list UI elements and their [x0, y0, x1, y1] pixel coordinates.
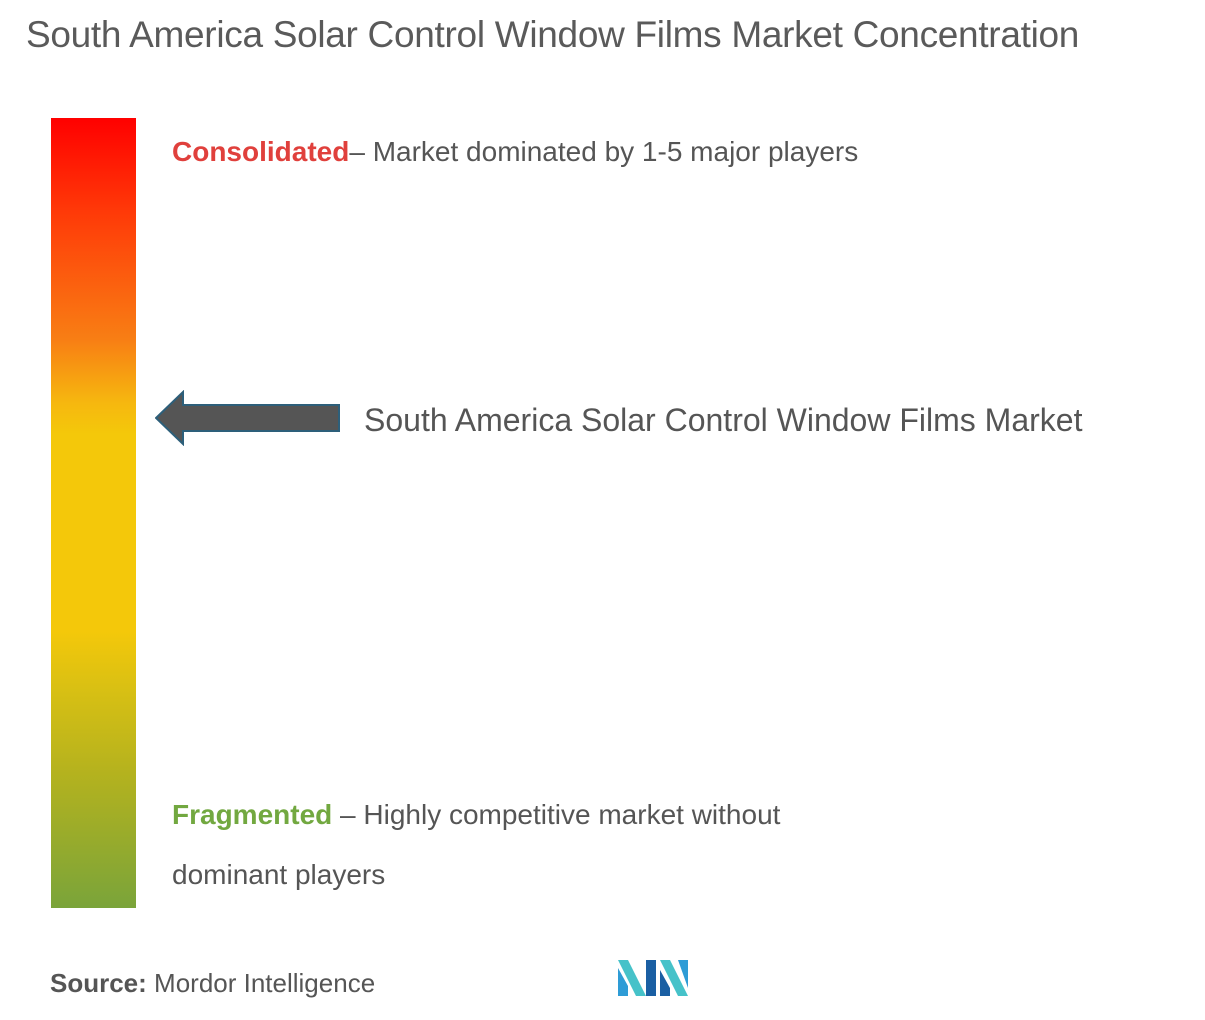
fragmented-keyword: Fragmented	[172, 799, 333, 830]
mordor-intelligence-logo-icon	[618, 960, 688, 996]
source-label: Source:	[50, 968, 147, 998]
market-label: South America Solar Control Window Films…	[364, 402, 1083, 439]
source-note: Source: Mordor Intelligence	[50, 968, 375, 999]
market-position-arrow	[155, 390, 340, 447]
concentration-gradient-bar	[51, 118, 136, 908]
consolidated-keyword: Consolidated	[172, 136, 350, 167]
fragmented-description: Fragmented – Highly competitive market w…	[172, 785, 892, 905]
consolidated-description: Consolidated– Market dominated by 1-5 ma…	[172, 122, 892, 182]
arrow-shape	[155, 390, 340, 447]
source-text: Mordor Intelligence	[146, 968, 376, 998]
consolidated-text: – Market dominated by 1-5 major players	[349, 136, 859, 167]
fragmented-text: – Highly competitive market without domi…	[172, 799, 781, 890]
chart-title: South America Solar Control Window Films…	[26, 14, 1080, 55]
